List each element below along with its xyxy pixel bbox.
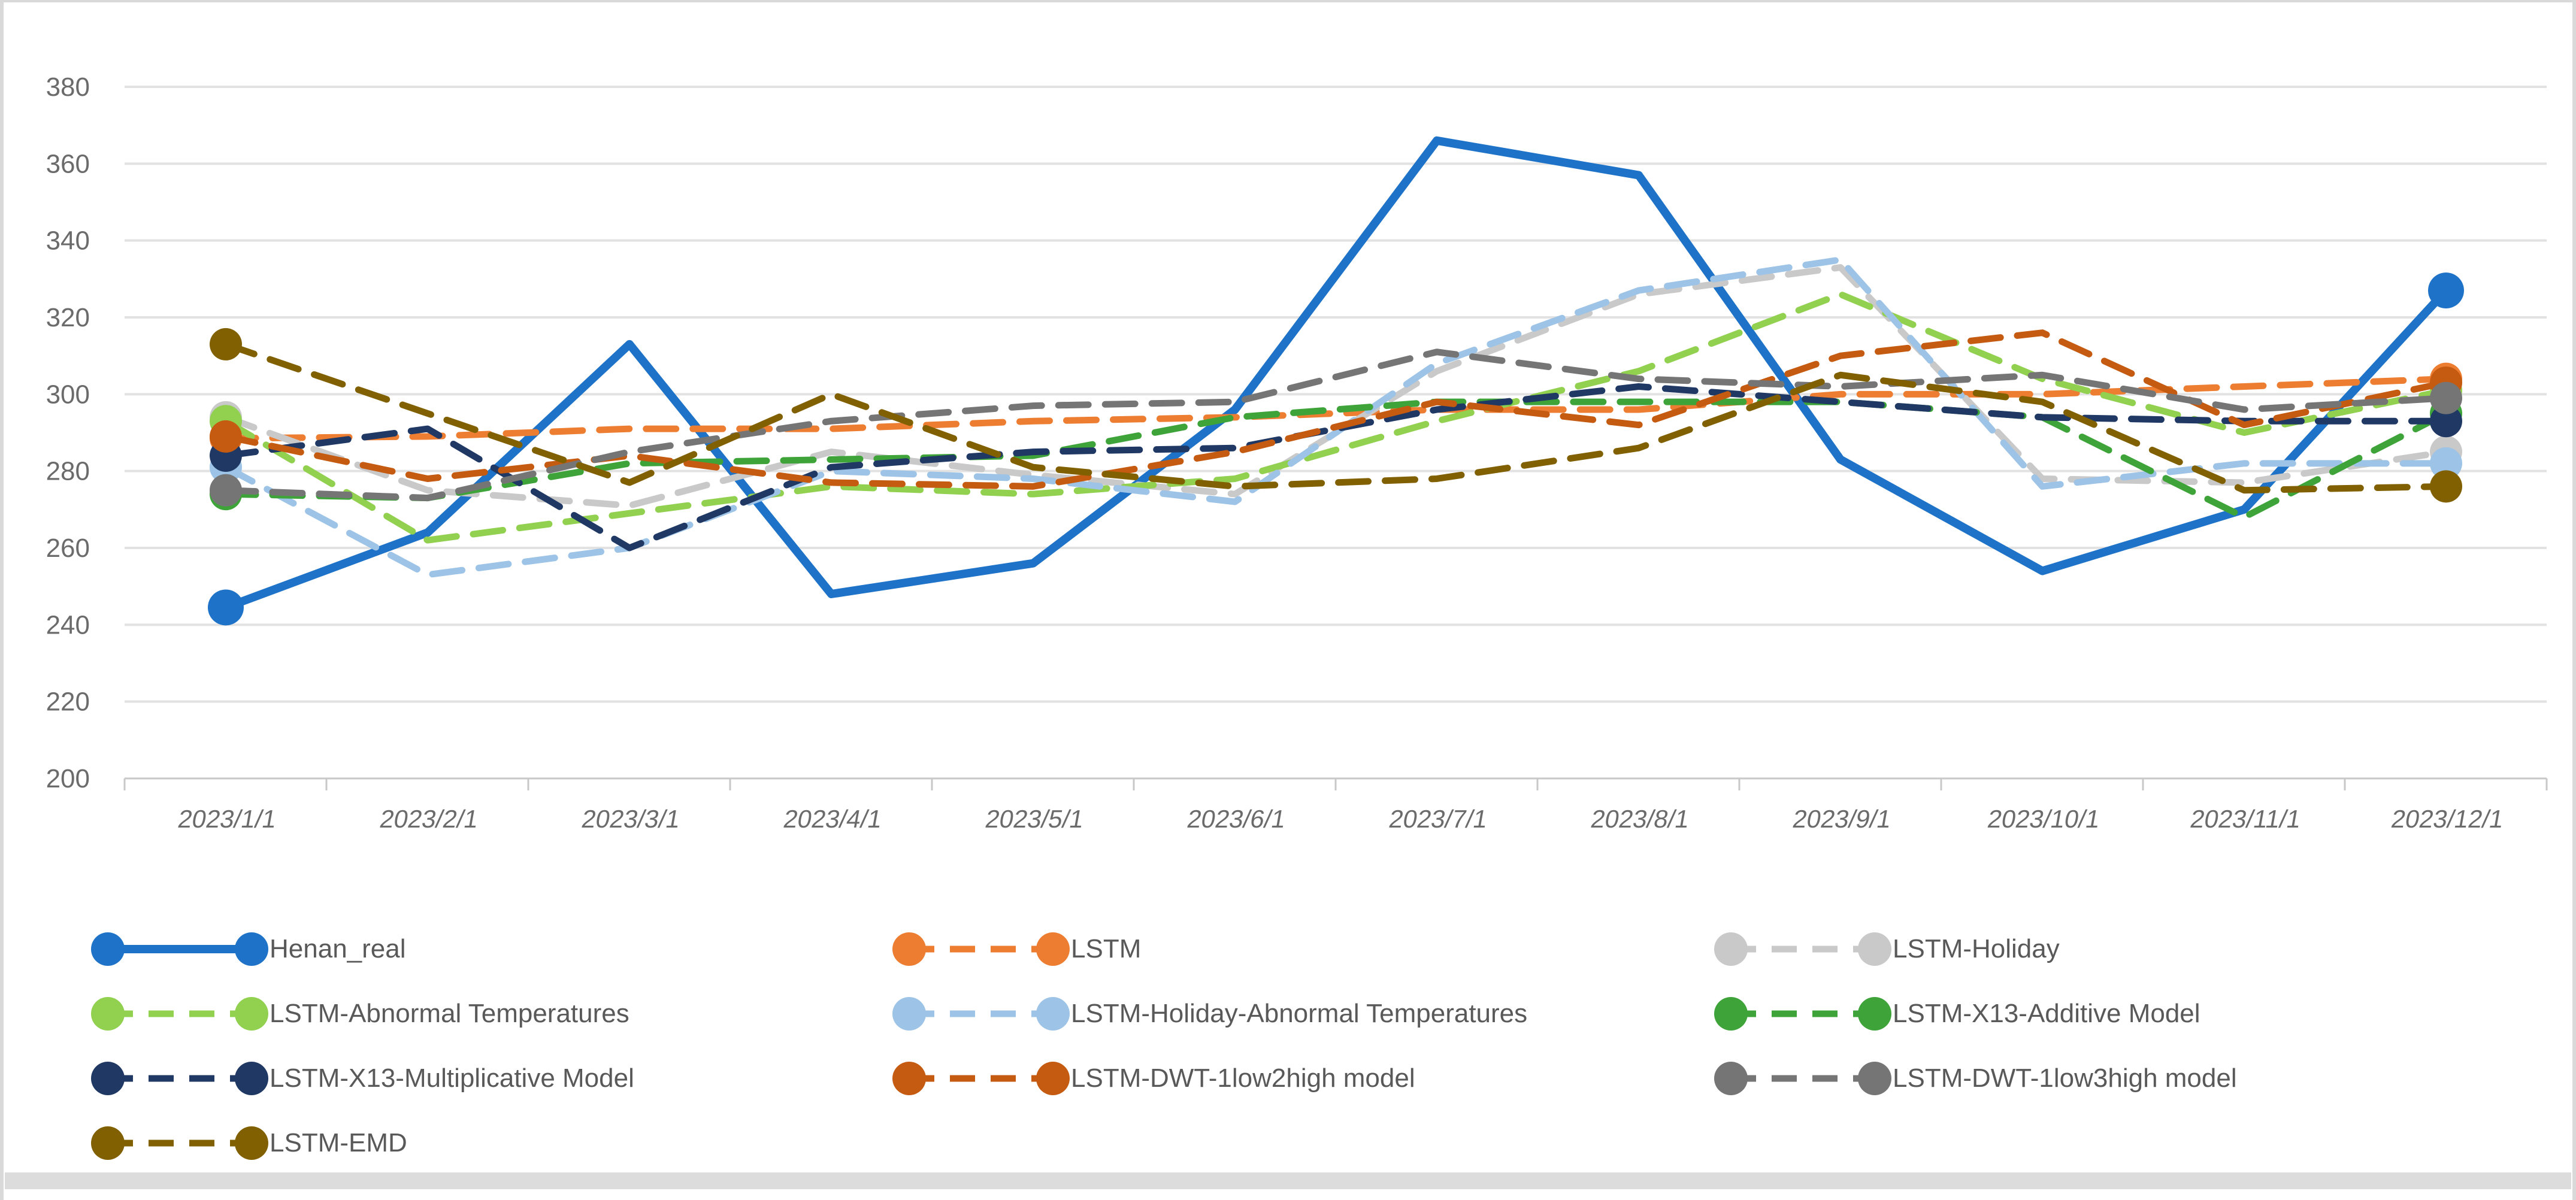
x-axis-tick-label: 2023/2/1	[378, 805, 481, 833]
y-axis-tick-label: 220	[46, 687, 90, 717]
data-point-marker	[210, 420, 242, 453]
series-LSTM-EMD	[210, 328, 2462, 503]
series-Henan_real	[208, 136, 2464, 626]
y-axis-tick-label: 280	[46, 457, 90, 486]
x-axis-tick-label: 2023/4/1	[782, 805, 885, 833]
data-point-marker	[210, 328, 242, 360]
x-axis-tick-label: 2023/11/1	[2188, 805, 2303, 833]
data-point-marker	[210, 474, 242, 507]
series-line	[222, 349, 2450, 502]
series-line	[222, 375, 2450, 442]
x-axis-tick-label: 2023/3/1	[580, 805, 683, 833]
series-line	[222, 341, 2450, 494]
x-axis-tick-label: 2023/6/1	[1185, 805, 1288, 833]
y-axis-tick-label: 260	[46, 534, 90, 563]
y-axis-tick-label: 300	[46, 380, 90, 409]
data-point-marker	[2430, 470, 2462, 503]
data-point-marker	[208, 589, 244, 626]
x-axis-tick-label: 2023/1/1	[176, 805, 279, 833]
y-axis-tick-label: 340	[46, 226, 90, 256]
series-line	[222, 290, 2450, 544]
y-axis-tick-label: 320	[46, 303, 90, 332]
x-axis-tick-label: 2023/8/1	[1589, 805, 1692, 833]
series-line	[222, 256, 2450, 578]
x-axis-tick-label: 2023/10/1	[1985, 805, 2102, 833]
y-axis-tick-label: 380	[46, 72, 90, 102]
line-chart-plot-area: 200 220 240 260 280 300 320 340 360 380 2023/1/1 20…	[46, 72, 2548, 833]
data-point-marker	[2428, 272, 2464, 309]
data-point-marker	[2430, 405, 2462, 438]
series-line	[222, 136, 2450, 612]
x-axis-tick-label: 2023/7/1	[1387, 805, 1490, 833]
y-axis-tick-label: 240	[46, 610, 90, 640]
x-axis-tick-label: 2023/9/1	[1791, 805, 1894, 833]
data-point-marker	[2430, 381, 2462, 414]
series-line	[222, 383, 2450, 551]
x-axis-tick-label: 2023/5/1	[983, 805, 1086, 833]
y-axis-tick-label: 360	[46, 149, 90, 178]
series-LSTM-DWT-1low3high model	[210, 349, 2462, 507]
data-point-marker	[2430, 447, 2462, 480]
y-axis-tick-label: 200	[46, 764, 90, 793]
series-LSTM-DWT-1low2high model	[210, 329, 2462, 490]
x-axis-tick-label: 2023/12/1	[2389, 805, 2506, 833]
window-bottom-bar	[5, 1172, 2571, 1189]
